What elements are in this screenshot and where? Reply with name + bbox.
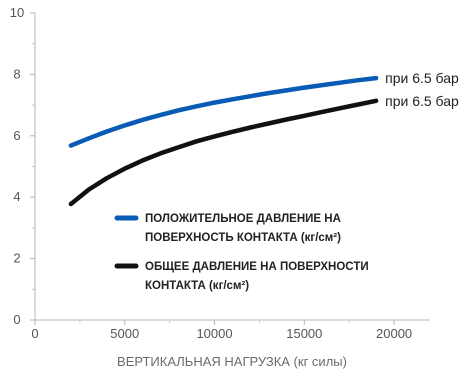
legend-label-2: ОБЩЕЕ ДАВЛЕНИЕ НА ПОВЕРХНОСТИ bbox=[145, 261, 369, 273]
y-tick-label: 2 bbox=[13, 251, 20, 266]
series-end-label-2: при 6.5 бар bbox=[385, 93, 459, 109]
x-tick-label: 10000 bbox=[196, 326, 232, 341]
x-tick-label: 5000 bbox=[110, 326, 139, 341]
y-tick-label: 0 bbox=[13, 312, 20, 327]
y-tick-label: 4 bbox=[13, 189, 20, 204]
x-tick-label: 20000 bbox=[376, 326, 412, 341]
legend-label-1: ПОЛОЖИТЕЛЬНОЕ ДАВЛЕНИЕ НА bbox=[145, 213, 341, 225]
y-tick-label: 8 bbox=[13, 66, 20, 81]
y-tick-label: 6 bbox=[13, 128, 20, 143]
x-tick-label: 15000 bbox=[286, 326, 322, 341]
x-tick-label: 0 bbox=[31, 326, 38, 341]
y-axis-ticks: 0 2 4 6 8 10 bbox=[10, 5, 35, 327]
series-line-2 bbox=[68, 98, 379, 207]
series-line-1 bbox=[68, 75, 379, 148]
legend-label-1: ПОВЕРХНОСТЬ КОНТАКТА (кг/см²) bbox=[145, 232, 341, 244]
y-tick-label: 10 bbox=[10, 5, 24, 20]
x-axis-title: ВЕРТИКАЛЬНАЯ НАГРУЗКА (кг силы) bbox=[117, 354, 347, 369]
legend: ПОЛОЖИТЕЛЬНОЕ ДАВЛЕНИЕ НА ПОВЕРХНОСТЬ КОН… bbox=[114, 213, 369, 292]
series-layer: при 6.5 бар при 6.5 бар bbox=[68, 70, 459, 207]
x-axis-ticks: 0 5000 10000 15000 20000 bbox=[31, 320, 412, 341]
axes bbox=[34, 13, 430, 321]
legend-label-2: КОНТАКТА (кг/см²) bbox=[145, 280, 249, 292]
series-end-label-1: при 6.5 бар bbox=[385, 70, 459, 86]
